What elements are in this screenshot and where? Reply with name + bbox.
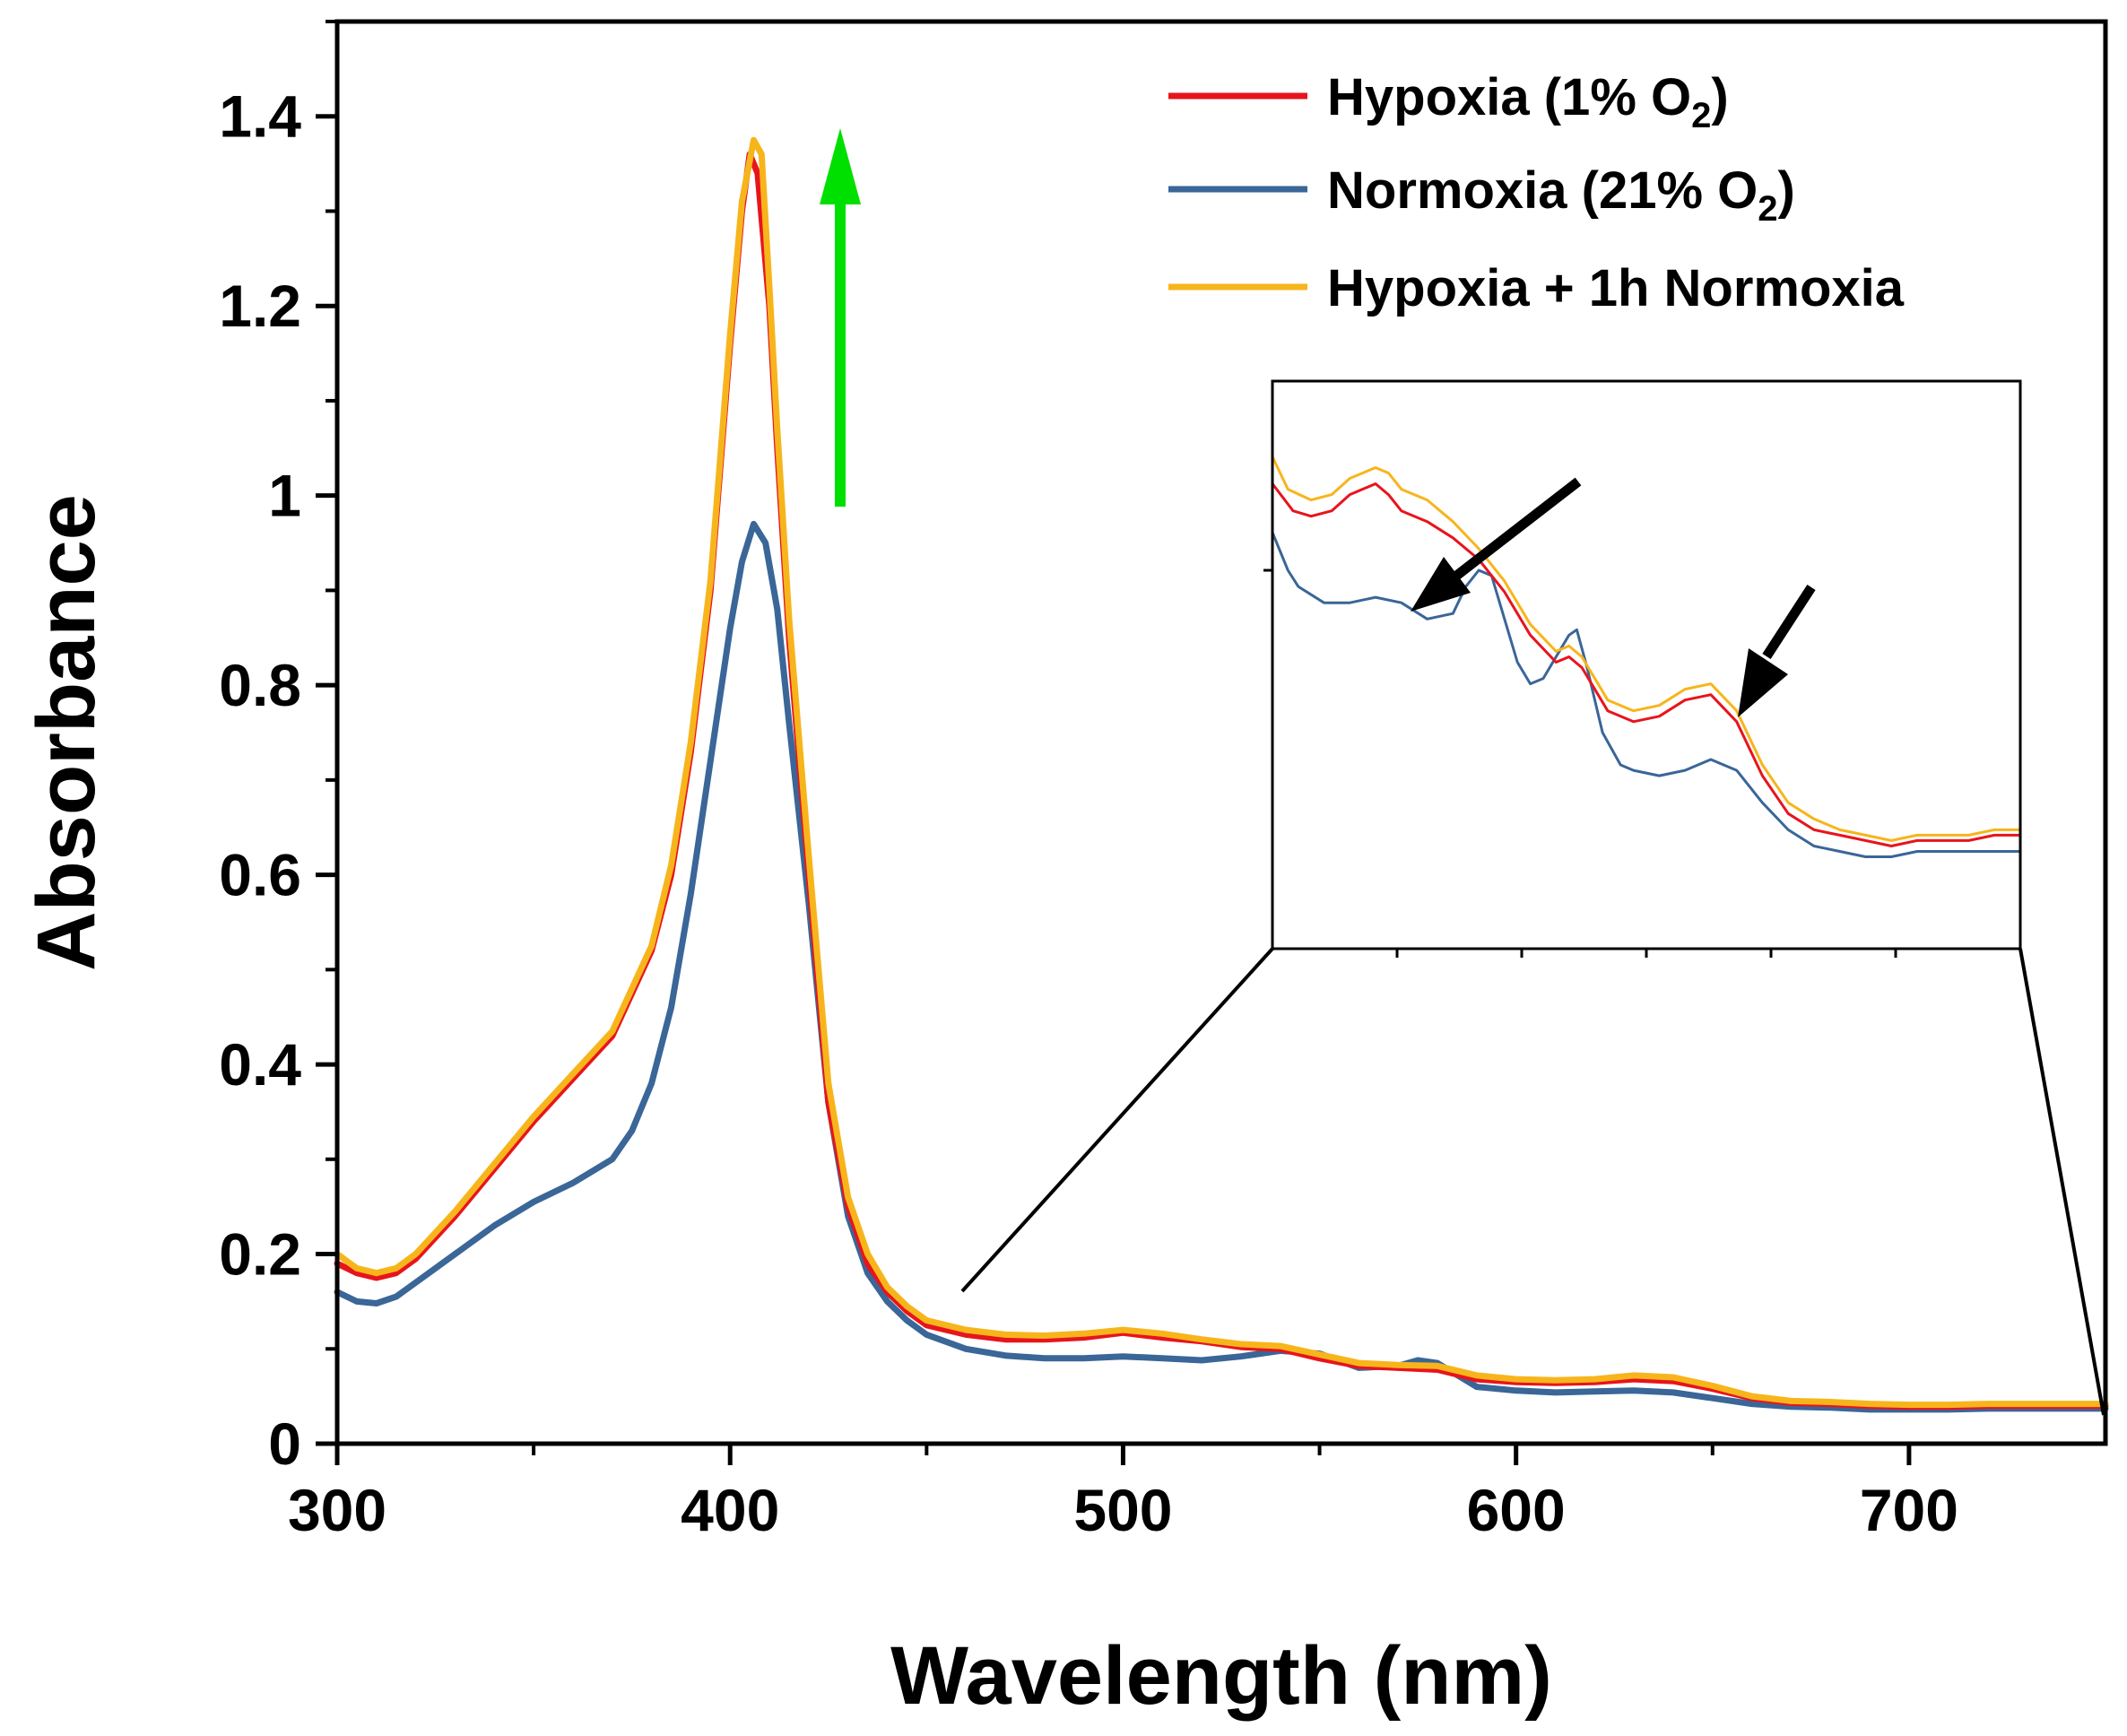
legend-label-hypoxia-tail: ) xyxy=(1711,68,1728,126)
series-line-1 xyxy=(334,520,2109,1413)
x-tick-label-700: 700 xyxy=(1860,1477,1958,1543)
series-line-2 xyxy=(334,136,2109,1409)
x-tick-label-300: 300 xyxy=(288,1477,386,1543)
inset-arrow-right-shaft xyxy=(1762,585,1816,659)
legend-label-hypoxia-main: Hypoxia (1% O xyxy=(1327,68,1691,126)
inset-series-line-2 xyxy=(1271,456,2020,842)
legend-label-normoxia-sub: 2 xyxy=(1758,189,1777,229)
y-tick-label-1: 0.2 xyxy=(219,1221,301,1288)
inset-arrow-left xyxy=(1411,477,1582,612)
increase-arrow xyxy=(820,128,861,507)
inset-series-line-0 xyxy=(1271,482,2020,847)
x-tick-label-600: 600 xyxy=(1467,1477,1566,1543)
legend-label-normoxia-tail: ) xyxy=(1778,161,1795,220)
main-series-layer xyxy=(334,136,2109,1413)
inset-arrow-left-head xyxy=(1411,557,1471,612)
legend-label-hypoxia: Hypoxia (1% O2) xyxy=(1327,68,1729,135)
zoom-connector-lines xyxy=(960,947,2105,1416)
plot-frame xyxy=(334,19,2108,1446)
y-tick-label-5: 1 xyxy=(268,463,301,529)
inset-plot xyxy=(1263,379,2022,958)
y-axis-title: Absorbance xyxy=(21,494,112,971)
legend: Hypoxia (1% O2) Normoxia (21% O2) Hypoxi… xyxy=(1168,68,1905,317)
inset-series-line-1 xyxy=(1271,532,2020,858)
increase-arrow-head xyxy=(820,128,861,204)
inset-ticks xyxy=(1263,569,1897,958)
inset-series-layer xyxy=(1271,456,2020,858)
y-tick-label-0: 0 xyxy=(268,1410,301,1477)
y-tick-label-6: 1.2 xyxy=(219,273,301,339)
inset-arrow-left-shaft xyxy=(1452,477,1582,581)
inset-arrow-right-head xyxy=(1738,648,1788,717)
inset-background xyxy=(1272,381,2020,949)
zoom-connector-left xyxy=(960,947,1274,1293)
x-tick-label-400: 400 xyxy=(681,1477,779,1543)
x-axis-title: Wavelength (nm) xyxy=(890,1630,1552,1722)
zoom-connector-right xyxy=(2018,948,2105,1416)
x-tick-label-500: 500 xyxy=(1073,1477,1172,1543)
legend-label-normoxia-main: Normoxia (21% O xyxy=(1327,161,1758,220)
y-tick-label-3: 0.6 xyxy=(219,842,301,908)
y-tick-label-7: 1.4 xyxy=(219,83,301,150)
y-tick-label-2: 0.4 xyxy=(219,1031,301,1098)
inset-arrow-right xyxy=(1738,585,1816,717)
legend-label-hypoxia-sub: 2 xyxy=(1691,96,1711,135)
axis-ticks: 300 400 500 600 700 0 0.2 0.4 0.6 0.8 1 1.2 1.4 xyxy=(219,20,1958,1543)
legend-label-normoxia: Normoxia (21% O2) xyxy=(1327,161,1795,229)
legend-label-hypoxia-normoxia: Hypoxia + 1h Normoxia xyxy=(1327,259,1905,317)
y-tick-label-4: 0.8 xyxy=(219,652,301,718)
